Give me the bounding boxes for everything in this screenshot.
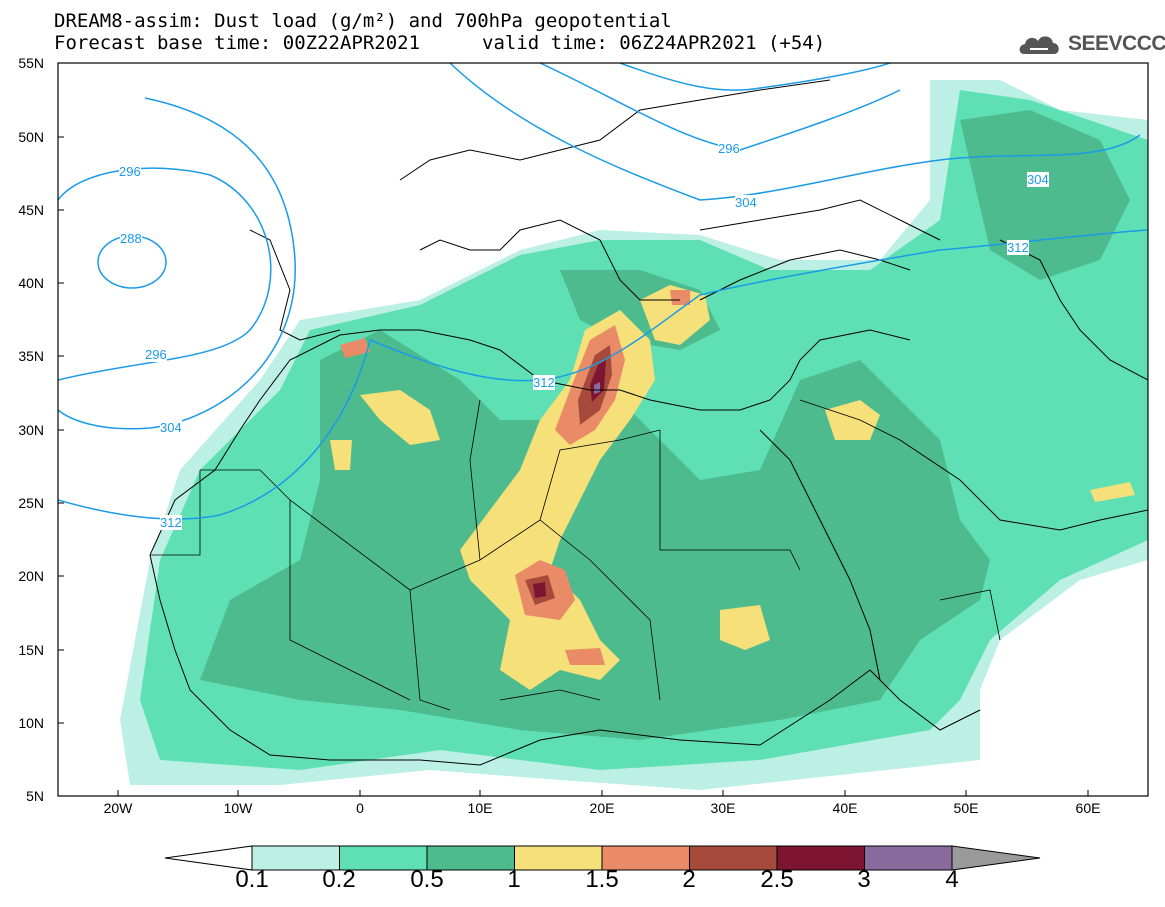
valid-time: valid time: 06Z24APR2021 (+54): [482, 32, 826, 54]
contour-label-304-east: 304: [1027, 172, 1049, 187]
lon-label: 40E: [832, 800, 858, 816]
coastlines: [149, 79, 1148, 766]
lon-label: 10E: [467, 800, 493, 816]
dust-shading-3: [594, 382, 600, 394]
country-borders: [150, 399, 1001, 711]
contour-label-296-west: 296: [119, 164, 141, 179]
cloud-icon: [1019, 36, 1059, 54]
lon-label: 60E: [1075, 800, 1101, 816]
contour-288-east-line: [619, 63, 891, 91]
lon-label: 20W: [103, 800, 133, 816]
lat-label: 25N: [18, 495, 44, 511]
lat-label: 40N: [18, 275, 44, 291]
lat-label: 55N: [18, 55, 44, 71]
colorbar-tick-label: 2.5: [760, 866, 794, 893]
logo-text: SEEVCCC: [1068, 32, 1165, 55]
lon-label: 30E: [710, 800, 736, 816]
contour-label-296-southwest: 296: [145, 347, 167, 362]
contour-296-east-line: [539, 63, 901, 151]
colorbar-swatch: [339, 845, 428, 871]
colorbar-tick-label: 0.5: [410, 866, 444, 893]
map-title: DREAM8-assim: Dust load (g/m²) and 700hP…: [54, 10, 672, 32]
contour-label-304-west: 304: [160, 420, 182, 435]
colorbar-swatch: [514, 845, 603, 871]
contour-304-west-line: [58, 97, 296, 430]
lat-label: 50N: [18, 129, 44, 145]
lon-label: 20E: [589, 800, 615, 816]
colorbar-swatch: [601, 845, 690, 871]
contour-label-288-west: 288: [120, 231, 142, 246]
colorbar-tick-label: 0.2: [322, 866, 356, 893]
lat-label: 30N: [18, 422, 44, 438]
lat-label: 20N: [18, 568, 44, 584]
colorbar-swatch: [776, 845, 865, 871]
lon-label: 10W: [223, 800, 253, 816]
axis-ticks: [58, 62, 1089, 796]
lat-label: 35N: [18, 348, 44, 364]
contour-label-312-east: 312: [1007, 240, 1029, 255]
lat-label: 10N: [18, 715, 44, 731]
contour-label-312-west: 312: [160, 515, 182, 530]
colorbar-tick-label: 1: [507, 866, 521, 893]
colorbar-tick-label: 3: [857, 866, 871, 893]
colorbar-tick-label: 2: [682, 866, 696, 893]
colorbar-tick-label: 4: [945, 866, 959, 893]
colorbar-high-arrow: [951, 845, 1041, 871]
contour-label-304-mid: 304: [735, 195, 757, 210]
colorbar: [164, 845, 1041, 871]
lat-label: 5N: [26, 788, 44, 804]
colorbar-swatch: [689, 845, 778, 871]
lat-label: 45N: [18, 202, 44, 218]
lat-label: 15N: [18, 642, 44, 658]
colorbar-tick-label: 1.5: [585, 866, 619, 893]
lon-label: 0: [356, 800, 364, 816]
lon-label: 50E: [953, 800, 979, 816]
contour-304-east-line: [449, 63, 1141, 201]
forecast-base-time: Forecast base time: 00Z22APR2021: [54, 32, 421, 54]
contour-label-296-east: 296: [718, 141, 740, 156]
contour-label-312-mid: 312: [533, 375, 555, 390]
colorbar-swatch: [426, 845, 515, 871]
colorbar-tick-label: 0.1: [235, 866, 269, 893]
